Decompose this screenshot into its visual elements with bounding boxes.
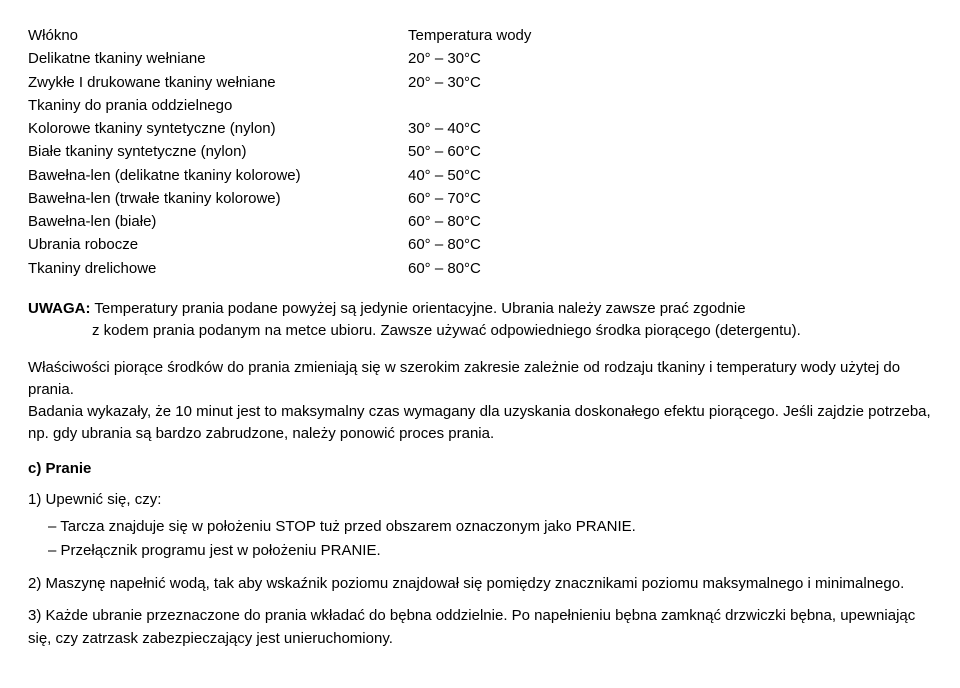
table-row: 20° – 30°C	[408, 47, 628, 70]
table-row: Bawełna-len (białe)	[28, 210, 408, 233]
table-row: 60° – 70°C	[408, 187, 628, 210]
list-item-3: 3) Każde ubranie przeznaczone do prania …	[28, 605, 932, 650]
table-row: 60° – 80°C	[408, 210, 628, 233]
table-row: 60° – 80°C	[408, 233, 628, 256]
table-header-left: Włókno	[28, 24, 408, 47]
table-row: Bawełna-len (trwałe tkaniny kolorowe)	[28, 187, 408, 210]
table-row: 60° – 80°C	[408, 257, 628, 280]
table-header-right: Temperatura wody	[408, 24, 628, 47]
bullet: Przełącznik programu jest w położeniu PR…	[48, 540, 932, 563]
table-col-temperature: Temperatura wody 20° – 30°C 20° – 30°C 3…	[408, 24, 628, 280]
section-c-title: c) Pranie	[28, 460, 932, 477]
paragraph-text-2: Badania wykazały, że 10 minut jest to ma…	[28, 403, 931, 442]
table-col-fiber: Włókno Delikatne tkaniny wełniane Zwykłe…	[28, 24, 408, 280]
list-item-1: 1) Upewnić się, czy: Tarcza znajduje się…	[28, 489, 932, 563]
table-row: 50° – 60°C	[408, 140, 628, 163]
warning-note: UWAGA: Temperatury prania podane powyżej…	[28, 298, 932, 342]
bullet: Tarcza znajduje się w położeniu STOP tuż…	[48, 516, 932, 539]
table-row	[408, 94, 628, 117]
table-row: 30° – 40°C	[408, 117, 628, 140]
table-row: Kolorowe tkaniny syntetyczne (nylon)	[28, 117, 408, 140]
table-row: Białe tkaniny syntetyczne (nylon)	[28, 140, 408, 163]
table-row: Ubrania robocze	[28, 233, 408, 256]
note-line2: z kodem prania podanym na metce ubioru. …	[28, 320, 932, 342]
note-label: UWAGA:	[28, 300, 91, 317]
note-line1: Temperatury prania podane powyżej są jed…	[91, 300, 746, 317]
list-item-2: 2) Maszynę napełnić wodą, tak aby wskaźn…	[28, 573, 932, 596]
item1-bullets: Tarcza znajduje się w położeniu STOP tuż…	[28, 516, 932, 563]
table-row: Tkaniny do prania oddzielnego	[28, 94, 408, 117]
table-row: Bawełna-len (delikatne tkaniny kolorowe)	[28, 164, 408, 187]
table-row: Zwykłe I drukowane tkaniny wełniane	[28, 71, 408, 94]
table-row: Delikatne tkaniny wełniane	[28, 47, 408, 70]
document-page: Włókno Delikatne tkaniny wełniane Zwykłe…	[0, 0, 960, 684]
temperature-table: Włókno Delikatne tkaniny wełniane Zwykłe…	[28, 24, 932, 280]
table-row: 40° – 50°C	[408, 164, 628, 187]
item1-lead: 1) Upewnić się, czy:	[28, 491, 161, 508]
table-row: Tkaniny drelichowe	[28, 257, 408, 280]
table-row: 20° – 30°C	[408, 71, 628, 94]
paragraph-text-1: Właściwości piorące środków do prania zm…	[28, 359, 900, 398]
paragraph: Właściwości piorące środków do prania zm…	[28, 357, 932, 444]
